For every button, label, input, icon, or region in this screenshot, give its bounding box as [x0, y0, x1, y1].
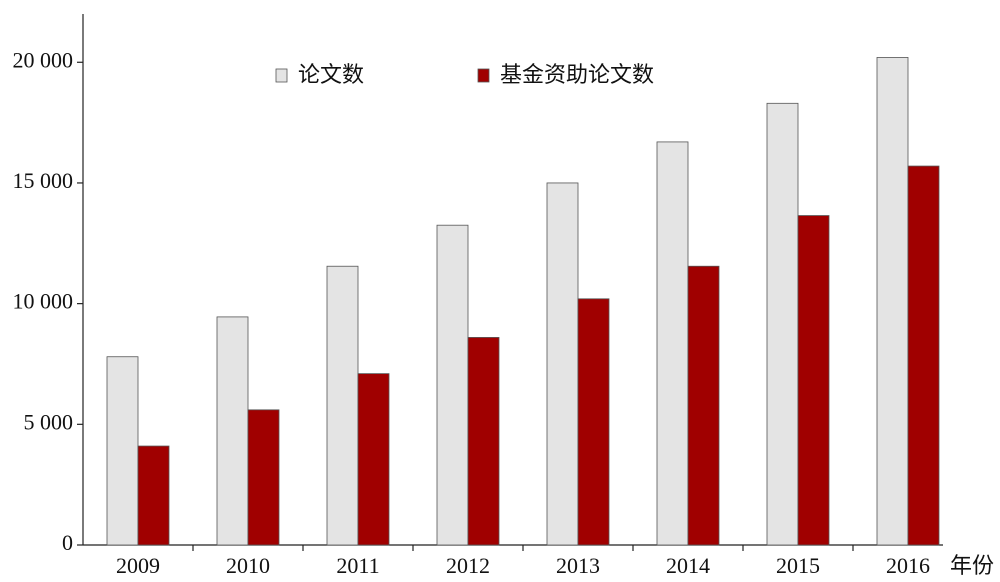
bar [467, 337, 500, 546]
x-tick-label: 2015 [776, 553, 820, 578]
y-tick-label: 10 000 [13, 289, 74, 314]
x-tick-label: 2016 [886, 553, 930, 578]
y-tick-label: 0 [62, 530, 73, 555]
legend-label: 基金资助论文数 [500, 63, 654, 88]
x-tick-label: 2010 [226, 553, 270, 578]
x-tick-label: 2012 [446, 553, 490, 578]
y-tick-label: 20 000 [13, 47, 74, 72]
bar [436, 224, 469, 546]
bar [357, 373, 390, 546]
bar [577, 298, 610, 546]
bar [797, 215, 830, 546]
x-tick-label: 2011 [336, 553, 379, 578]
bar [546, 182, 579, 546]
x-tick-label: 2013 [556, 553, 600, 578]
legend-swatch [477, 68, 490, 83]
bar [766, 102, 799, 546]
legend-swatch [275, 68, 288, 83]
x-tick-label: 2009 [116, 553, 160, 578]
bar [687, 265, 720, 546]
y-tick-label: 5 000 [24, 409, 74, 434]
bar [106, 356, 139, 546]
bar [247, 409, 280, 546]
x-axis-label: 年份 [950, 553, 994, 578]
x-tick-label: 2014 [666, 553, 710, 578]
bar [216, 316, 249, 546]
bar [656, 141, 689, 546]
y-tick-label: 15 000 [13, 168, 74, 193]
bar [876, 57, 909, 546]
bar [137, 445, 170, 546]
bar [326, 265, 359, 546]
bar [907, 165, 940, 546]
legend-label: 论文数 [298, 63, 364, 88]
